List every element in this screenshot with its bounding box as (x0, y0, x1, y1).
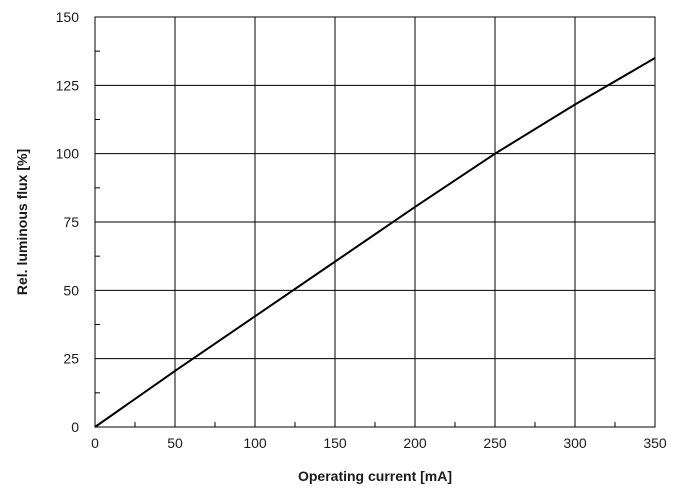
y-tick-label: 50 (63, 282, 79, 298)
y-tick-labels: 0 25 50 75 100 125 150 (56, 9, 80, 435)
x-tick-label: 100 (243, 435, 267, 451)
x-tick-label: 150 (323, 435, 347, 451)
y-tick-label: 0 (71, 419, 79, 435)
minor-ticks (95, 50, 616, 427)
x-tick-label: 50 (167, 435, 183, 451)
y-axis-title: Rel. luminous flux [%] (14, 149, 30, 295)
plot-frame (94, 16, 656, 428)
x-tick-label: 0 (91, 435, 99, 451)
y-tick-label: 25 (63, 351, 79, 367)
y-tick-label: 150 (56, 9, 80, 25)
y-tick-label: 100 (56, 146, 80, 162)
y-tick-label: 75 (63, 214, 79, 230)
x-tick-label: 350 (643, 435, 667, 451)
grid (95, 17, 655, 427)
x-tick-labels: 0 50 100 150 200 250 300 350 (91, 435, 667, 451)
x-tick-label: 200 (403, 435, 427, 451)
series-line (94, 57, 656, 428)
x-tick-label: 250 (483, 435, 507, 451)
y-tick-label: 125 (56, 77, 80, 93)
x-axis-title: Operating current [mA] (298, 468, 452, 484)
x-tick-label: 300 (563, 435, 587, 451)
series (94, 57, 656, 428)
